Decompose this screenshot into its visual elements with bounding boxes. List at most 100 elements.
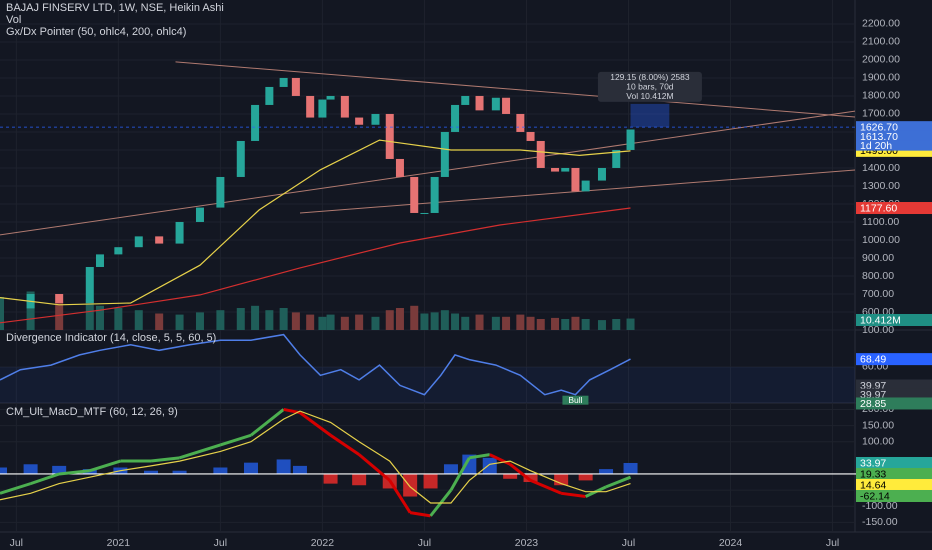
y-tick-label: 1100.00 — [862, 216, 899, 228]
histogram-bar — [352, 473, 367, 486]
x-tick-label: Jul — [214, 537, 227, 549]
histogram-bar — [482, 457, 497, 474]
moving-average — [0, 207, 631, 324]
candle — [265, 86, 274, 105]
candle — [440, 131, 449, 177]
price-tag — [856, 121, 932, 134]
measure-text: 10 bars, 70d — [626, 82, 674, 92]
volume-bar — [195, 312, 204, 330]
histogram-bar — [423, 473, 438, 489]
volume-bar — [291, 312, 300, 330]
histogram-bar — [578, 473, 593, 481]
x-tick-label: Jul — [10, 537, 23, 549]
chart-subtitle: Gx/Dx Pointer (50, ohlc4, 200, ohlc4) — [6, 26, 186, 38]
candle — [326, 95, 335, 100]
candle — [430, 176, 439, 213]
price-tag-label: 68.49 — [860, 353, 886, 365]
volume-tag-label: 10.412M — [860, 314, 901, 326]
y-tick-label: 1700.00 — [862, 108, 900, 120]
volume-bar — [420, 313, 429, 330]
panel-title: CM_Ult_MacD_MTF (60, 12, 26, 9) — [6, 406, 178, 418]
trendline — [175, 61, 856, 118]
candle — [502, 97, 511, 114]
candle — [371, 113, 380, 125]
y-tick-label: 2200.00 — [862, 18, 900, 30]
price-tag-label: 1626.70 — [860, 121, 898, 133]
candle — [95, 254, 104, 267]
volume-bar — [216, 310, 225, 330]
histogram-bar — [599, 469, 614, 474]
macd-segment — [388, 479, 412, 514]
volume-bar — [526, 316, 535, 330]
candle — [318, 99, 327, 118]
volume-bar — [491, 316, 500, 330]
countdown-tag — [856, 140, 932, 151]
volume-bar — [597, 320, 606, 330]
macd-segment — [449, 457, 471, 491]
price-tag — [856, 397, 932, 410]
x-tick-label: 2021 — [107, 537, 131, 549]
volume-bar — [561, 319, 570, 330]
volume-bar — [175, 314, 184, 330]
histogram-bar — [0, 467, 7, 474]
volume-bar — [626, 318, 635, 330]
candle — [410, 176, 419, 213]
candle — [536, 140, 545, 168]
measure-text: Vol 10.412M — [626, 91, 673, 101]
volume-bar — [265, 310, 274, 330]
macd-segment — [605, 475, 632, 489]
candle — [279, 77, 288, 87]
macd-segment — [529, 479, 562, 495]
countdown: 1d 20h — [860, 140, 892, 152]
x-tick-label: 2023 — [515, 537, 539, 549]
candle — [491, 97, 500, 111]
indicator-line — [0, 333, 631, 396]
volume-bar — [571, 316, 580, 330]
candle — [612, 149, 621, 168]
y-tick-label: 800.00 — [862, 270, 894, 282]
candle — [134, 236, 143, 248]
candle — [626, 129, 635, 150]
histogram-bar — [623, 462, 638, 474]
candle — [175, 221, 184, 244]
candle — [236, 140, 245, 177]
volume-bar — [155, 313, 164, 330]
chart-subtitle: Vol — [6, 14, 21, 26]
x-tick-label: 2024 — [719, 537, 743, 549]
histogram-bar — [172, 470, 187, 474]
candle — [85, 266, 94, 303]
volume-bar — [475, 314, 484, 330]
trendline — [0, 110, 856, 236]
macd-segment — [59, 469, 90, 476]
y-tick-label: 1300.00 — [862, 180, 900, 192]
y-tick-label: 1400.00 — [862, 162, 900, 174]
volume-bar — [326, 314, 335, 330]
candle — [114, 247, 123, 255]
histogram-bar — [52, 465, 67, 474]
macd-segment — [489, 453, 511, 466]
macd-segment — [250, 408, 285, 437]
histogram-bar — [462, 454, 477, 474]
histogram-bar — [443, 464, 458, 474]
macd-segment — [219, 433, 252, 447]
macd-segment — [0, 482, 32, 495]
volume-bar — [502, 316, 511, 330]
price-tag — [856, 489, 932, 502]
candle — [561, 167, 570, 172]
histogram-bar — [292, 465, 307, 474]
macd-segment — [179, 443, 221, 460]
chart-title: BAJAJ FINSERV LTD, 1W, NSE, Heikin Ashi — [6, 2, 224, 14]
measure-text: 129.15 (8.00%) 2583 — [610, 72, 690, 82]
candle — [581, 180, 590, 192]
candle — [571, 167, 580, 192]
candle — [516, 113, 525, 132]
volume-bar — [318, 316, 327, 330]
volume-bar — [440, 310, 449, 330]
price-tag — [856, 478, 932, 491]
annotation-label: Bull — [568, 395, 582, 405]
price-tag — [856, 456, 932, 469]
volume-bar — [536, 319, 545, 330]
volume-bar — [236, 308, 245, 330]
